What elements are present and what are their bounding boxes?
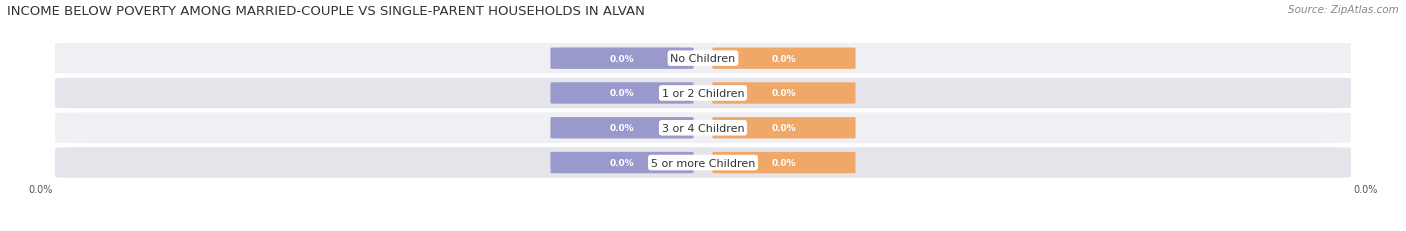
Text: 0.0%: 0.0% — [28, 184, 52, 194]
FancyBboxPatch shape — [55, 148, 1351, 178]
FancyBboxPatch shape — [551, 48, 693, 70]
FancyBboxPatch shape — [713, 83, 855, 104]
Text: 0.0%: 0.0% — [610, 124, 634, 133]
Text: INCOME BELOW POVERTY AMONG MARRIED-COUPLE VS SINGLE-PARENT HOUSEHOLDS IN ALVAN: INCOME BELOW POVERTY AMONG MARRIED-COUPL… — [7, 5, 645, 18]
Text: 0.0%: 0.0% — [772, 89, 796, 98]
FancyBboxPatch shape — [713, 152, 855, 173]
Text: 0.0%: 0.0% — [772, 55, 796, 63]
FancyBboxPatch shape — [55, 78, 1351, 109]
Text: 0.0%: 0.0% — [772, 124, 796, 133]
Text: 0.0%: 0.0% — [610, 55, 634, 63]
FancyBboxPatch shape — [713, 48, 855, 70]
FancyBboxPatch shape — [551, 83, 693, 104]
Text: 5 or more Children: 5 or more Children — [651, 158, 755, 168]
FancyBboxPatch shape — [55, 44, 1351, 74]
Text: Source: ZipAtlas.com: Source: ZipAtlas.com — [1288, 5, 1399, 15]
FancyBboxPatch shape — [551, 118, 693, 139]
Text: 0.0%: 0.0% — [772, 158, 796, 167]
Text: 0.0%: 0.0% — [610, 89, 634, 98]
Text: No Children: No Children — [671, 54, 735, 64]
FancyBboxPatch shape — [713, 118, 855, 139]
FancyBboxPatch shape — [55, 113, 1351, 143]
Text: 0.0%: 0.0% — [1354, 184, 1378, 194]
FancyBboxPatch shape — [551, 152, 693, 173]
Text: 0.0%: 0.0% — [610, 158, 634, 167]
Text: 1 or 2 Children: 1 or 2 Children — [662, 88, 744, 99]
Text: 3 or 4 Children: 3 or 4 Children — [662, 123, 744, 133]
